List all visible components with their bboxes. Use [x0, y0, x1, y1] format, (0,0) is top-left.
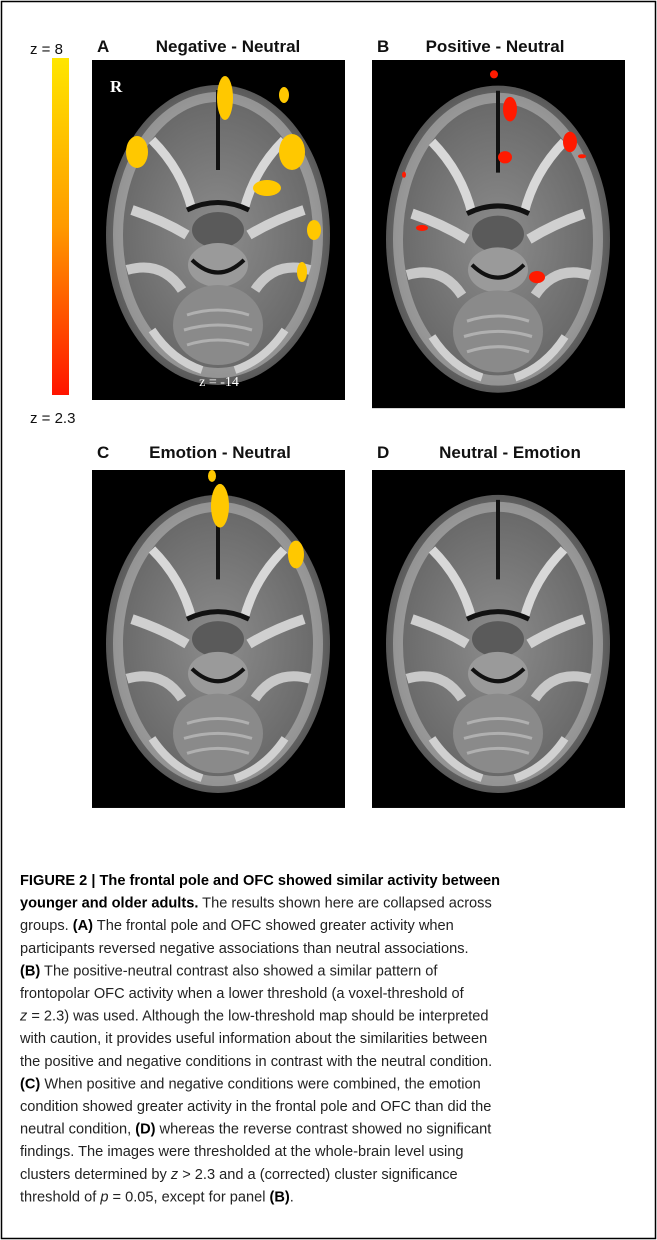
caption-line: neutral condition, (D) whereas the rever…	[20, 1122, 491, 1138]
caption-line: threshold of p = 0.05, except for panel …	[20, 1189, 294, 1205]
colorbar-bottom-label: z = 2.3	[30, 410, 75, 427]
caption-segment: > 2.3 and a (corrected) cluster signific…	[178, 1167, 457, 1183]
caption-segment: whereas the reverse contrast showed no s…	[155, 1122, 491, 1138]
caption-segment: The results shown here are collapsed acr…	[198, 896, 491, 912]
panel-letter: D	[377, 443, 389, 462]
caption-segment: frontopolar OFC activity when a lower th…	[20, 986, 465, 1002]
caption-line: the positive and negative conditions in …	[20, 1054, 492, 1070]
caption-segment: neutral condition,	[20, 1122, 135, 1138]
colorbar	[52, 58, 69, 395]
caption-line: participants reversed negative associati…	[20, 941, 469, 957]
brain-slice	[372, 470, 625, 808]
caption-segment: = 2.3) was used. Although the low-thresh…	[27, 1009, 488, 1025]
panel-title: Negative - Neutral	[156, 37, 301, 56]
brain-slice	[372, 60, 625, 408]
brain-slice	[92, 470, 345, 808]
caption-segment: When positive and negative conditions we…	[40, 1076, 481, 1092]
caption-segment: younger and older adults.	[20, 896, 198, 912]
caption-line: findings. The images were thresholded at…	[20, 1144, 463, 1160]
caption-line: groups. (A) The frontal pole and OFC sho…	[20, 918, 454, 934]
caption-line: z = 2.3) was used. Although the low-thre…	[19, 1009, 489, 1025]
colorbar-top-label: z = 8	[30, 41, 63, 58]
caption-segment: The positive-neutral contrast also showe…	[40, 963, 438, 979]
caption-segment: The frontal pole and OFC showed greater …	[93, 918, 454, 934]
caption-line: (B) The positive-neutral contrast also s…	[20, 963, 438, 979]
caption-segment: participants reversed negative associati…	[20, 941, 469, 957]
slice-label: z = -14	[199, 375, 239, 390]
caption-segment: condition showed greater activity in the…	[20, 1099, 491, 1115]
panel-title: Positive - Neutral	[426, 37, 565, 56]
caption-segment: findings. The images were thresholded at…	[20, 1144, 463, 1160]
panel-title: Neutral - Emotion	[439, 443, 581, 462]
caption-segment: FIGURE 2 | The frontal pole and OFC show…	[20, 873, 500, 889]
caption-segment: (B)	[270, 1189, 290, 1205]
caption: FIGURE 2 | The frontal pole and OFC show…	[19, 873, 500, 1205]
caption-line: condition showed greater activity in the…	[20, 1099, 491, 1115]
caption-segment: p	[99, 1189, 108, 1205]
caption-segment: (D)	[135, 1122, 155, 1138]
panel-letter: B	[377, 37, 389, 56]
panel-letter: A	[97, 37, 109, 56]
caption-line: frontopolar OFC activity when a lower th…	[20, 986, 465, 1002]
caption-segment: the positive and negative conditions in …	[20, 1054, 492, 1070]
caption-segment: z	[19, 1009, 28, 1025]
caption-segment: z	[170, 1167, 179, 1183]
caption-line: clusters determined by z > 2.3 and a (co…	[20, 1167, 458, 1183]
caption-line: FIGURE 2 | The frontal pole and OFC show…	[20, 873, 500, 889]
caption-line: younger and older adults. The results sh…	[20, 896, 492, 912]
caption-segment: = 0.05, except for panel	[108, 1189, 269, 1205]
caption-segment: (C)	[20, 1076, 40, 1092]
caption-segment: (B)	[20, 963, 40, 979]
caption-segment: threshold of	[20, 1189, 100, 1205]
caption-segment: groups.	[20, 918, 73, 934]
brain-slice: R z = -14	[92, 60, 345, 400]
caption-segment: with caution, it provides useful informa…	[19, 1031, 487, 1047]
panel-title: Emotion - Neutral	[149, 443, 291, 462]
panel-letter: C	[97, 443, 109, 462]
caption-line: with caution, it provides useful informa…	[19, 1031, 487, 1047]
caption-line: (C) When positive and negative condition…	[20, 1076, 481, 1092]
caption-segment: (A)	[73, 918, 93, 934]
caption-segment: clusters determined by	[20, 1167, 171, 1183]
side-label: R	[110, 77, 123, 96]
caption-segment: .	[290, 1189, 294, 1205]
